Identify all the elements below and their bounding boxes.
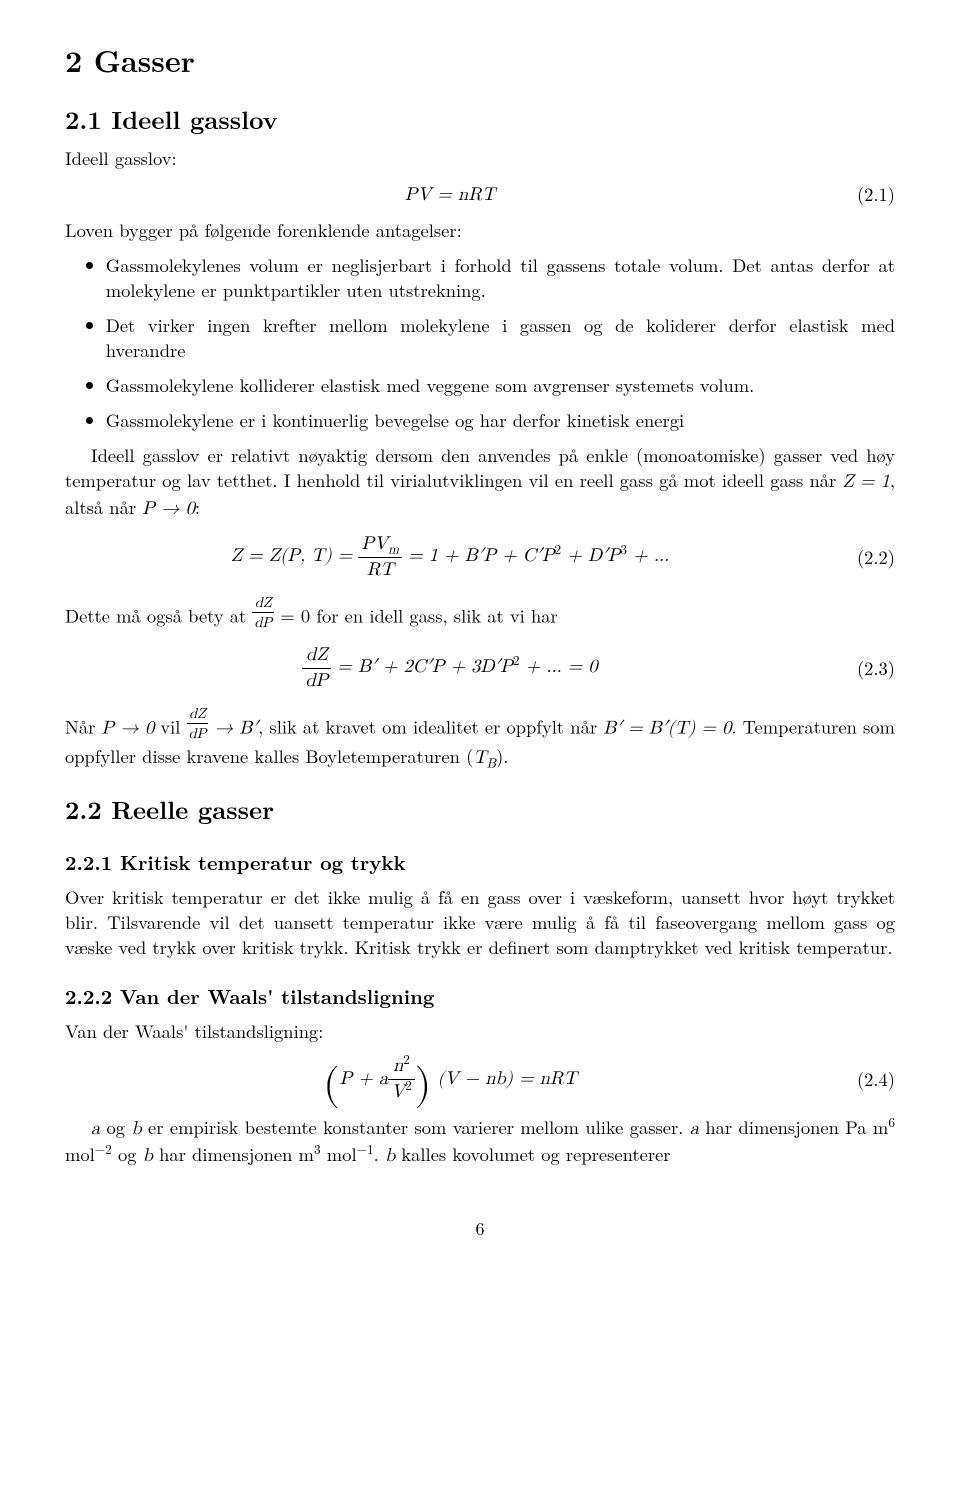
equation-number: (2.1) bbox=[835, 182, 895, 207]
fraction: PVmRT bbox=[358, 532, 402, 583]
list-item: Gassmolekylenes volum er neglisjerbart i… bbox=[106, 253, 895, 303]
paragraph: Over kritisk temperatur er det ikke muli… bbox=[65, 885, 895, 960]
fraction: dZdP bbox=[302, 643, 331, 694]
paragraph: Van der Waals' tilstandsligning: bbox=[65, 1019, 895, 1044]
text: = 0 for en idell gass, slik at vi har bbox=[274, 602, 558, 628]
section-heading: 2 Gasser bbox=[65, 40, 895, 81]
equation-body: (P + an2V2) (V − nb) = nRT bbox=[323, 1069, 577, 1088]
equation-row: dZdP = B′ + 2C′P + 3D′P2 + ... = 0 (2.3) bbox=[65, 643, 895, 694]
text: : bbox=[195, 494, 200, 520]
equation-body: dZdP = B′ + 2C′P + 3D′P2 + ... = 0 bbox=[302, 657, 597, 676]
inline-math: b bbox=[143, 1146, 153, 1165]
inline-math: P → 0 bbox=[102, 718, 155, 737]
paragraph: Loven bygger på følgende forenklende ant… bbox=[65, 218, 895, 243]
text: og bbox=[100, 1114, 131, 1140]
text: ). bbox=[496, 743, 508, 769]
text: mol bbox=[65, 1141, 95, 1167]
subsubsection-heading: 2.2.2 Van der Waals' tilstandsligning bbox=[65, 982, 895, 1009]
subsection-heading: 2.2 Reelle gasser bbox=[65, 793, 895, 827]
bullet-list: Gassmolekylenes volum er neglisjerbart i… bbox=[65, 253, 895, 433]
equation-number: (2.2) bbox=[835, 545, 895, 570]
equation-row: Z = Z(P, T) = PVmRT = 1 + B′P + C′P2 + D… bbox=[65, 532, 895, 583]
inline-math: → B′ bbox=[208, 718, 258, 737]
eq-lhs: Z = Z(P, T) = bbox=[231, 546, 359, 565]
paragraph: Dette må også bety at dZdP = 0 for en id… bbox=[65, 593, 895, 633]
equation-row: PV = nRT (2.1) bbox=[65, 181, 895, 208]
inline-fraction: dZdP bbox=[187, 704, 209, 744]
text: Når bbox=[65, 713, 102, 739]
paragraph: a og b er empirisk bestemte konstanter s… bbox=[65, 1115, 895, 1169]
list-item: Gassmolekylene er i kontinuerlig bevegel… bbox=[106, 408, 895, 433]
text: Ideell gasslov er relativt nøyaktig ders… bbox=[65, 442, 895, 493]
text: Dette må også bety at bbox=[65, 602, 252, 628]
text: , slik at kravet om idealitet er oppfylt… bbox=[258, 713, 603, 739]
equation-number: (2.4) bbox=[835, 1067, 895, 1092]
text: kalles kovolumet og representerer bbox=[395, 1141, 670, 1167]
paragraph: Ideell gasslov er relativt nøyaktig ders… bbox=[65, 443, 895, 522]
fraction: n2V2 bbox=[388, 1054, 415, 1105]
text: og bbox=[112, 1141, 143, 1167]
inline-math: b bbox=[131, 1119, 141, 1138]
inline-math: TB bbox=[473, 748, 496, 767]
inline-math: Z = 1 bbox=[843, 472, 890, 491]
equation-row: (P + an2V2) (V − nb) = nRT (2.4) bbox=[65, 1054, 895, 1105]
inline-fraction: dZdP bbox=[252, 593, 274, 633]
text: mol bbox=[321, 1141, 357, 1167]
list-item: Gassmolekylene kolliderer elastisk med v… bbox=[106, 373, 895, 398]
subsubsection-heading: 2.2.1 Kritisk temperatur og trykk bbox=[65, 848, 895, 875]
paragraph: Når P → 0 vil dZdP → B′, slik at kravet … bbox=[65, 704, 895, 771]
eq-rhs: = 1 + B′P + C′P bbox=[402, 546, 554, 565]
text: har dimensjonen Pa m bbox=[699, 1114, 888, 1140]
inline-math: b bbox=[385, 1146, 395, 1165]
list-item: Det virker ingen krefter mellom molekyle… bbox=[106, 313, 895, 363]
text: er empirisk bestemte konstanter som vari… bbox=[142, 1114, 690, 1140]
inline-math: a bbox=[690, 1119, 699, 1138]
text: . bbox=[374, 1141, 385, 1167]
inline-math: a bbox=[91, 1119, 100, 1138]
text: har dimensjonen m bbox=[153, 1141, 314, 1167]
inline-math: P → 0 bbox=[142, 499, 195, 518]
equation-body: Z = Z(P, T) = PVmRT = 1 + B′P + C′P2 + D… bbox=[231, 546, 669, 565]
text: vil bbox=[154, 713, 186, 739]
equation-number: (2.3) bbox=[835, 656, 895, 681]
equation-body: PV = nRT bbox=[405, 185, 495, 204]
subsection-heading: 2.1 Ideell gasslov bbox=[65, 103, 895, 137]
page-number: 6 bbox=[65, 1217, 895, 1241]
paragraph: Ideell gasslov: bbox=[65, 146, 895, 171]
inline-math: B′ = B′(T) = 0 bbox=[603, 718, 731, 737]
